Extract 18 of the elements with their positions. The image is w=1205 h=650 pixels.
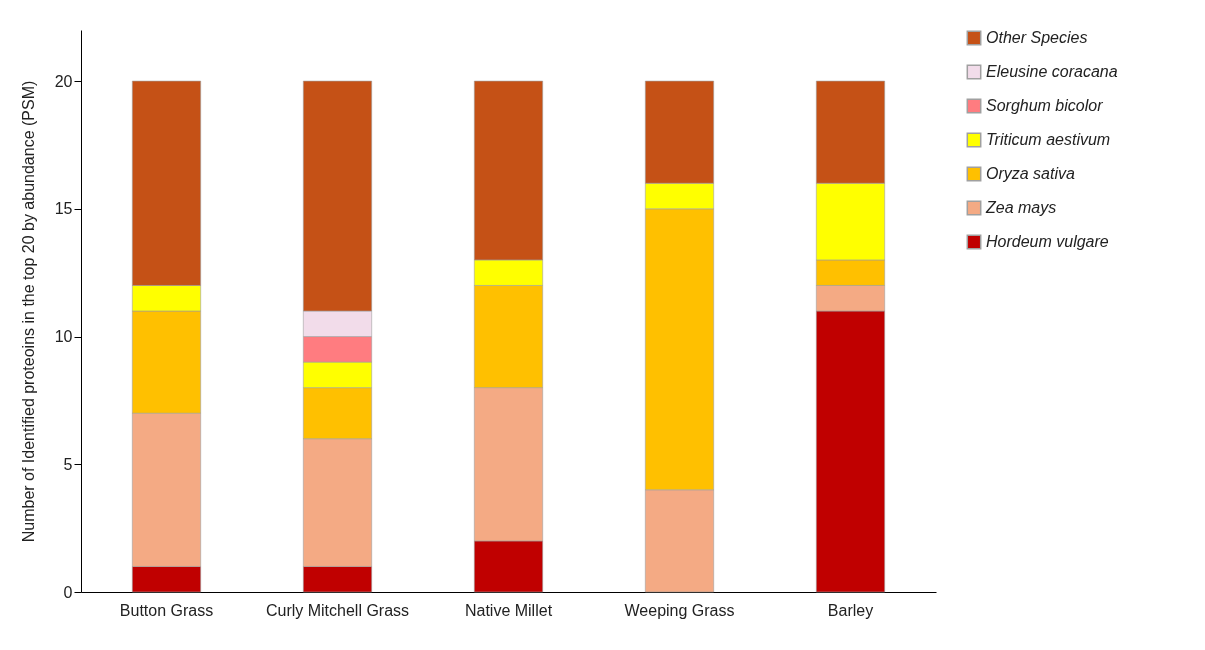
legend-label: Eleusine coracana	[986, 63, 1118, 80]
legend-label: Hordeum vulgare	[986, 233, 1109, 250]
x-tick-label: Barley	[827, 601, 874, 619]
legend-label: Zea mays	[985, 199, 1057, 216]
x-tick-label: Button Grass	[119, 601, 214, 619]
x-tick-label: Curly Mitchell Grass	[265, 601, 410, 619]
legend-label: Other Species	[986, 29, 1088, 46]
y-tick-label: 10	[54, 328, 73, 346]
legend-label: Oryza sativa	[986, 165, 1076, 182]
legend-label: Triticum aestivum	[986, 131, 1111, 148]
y-tick-label: 20	[54, 72, 73, 90]
x-tick-label: Native Millet	[464, 601, 553, 619]
y-tick-label: 5	[63, 455, 73, 473]
y-tick-label: 0	[63, 583, 73, 601]
y-tick-label: 15	[54, 200, 73, 218]
legend-label: Sorghum bicolor	[986, 97, 1104, 114]
x-tick-label: Weeping Grass	[624, 601, 735, 619]
y-axis-title: Number of Identified proteoins in the top 20 by abundance (PSM)	[19, 80, 37, 543]
